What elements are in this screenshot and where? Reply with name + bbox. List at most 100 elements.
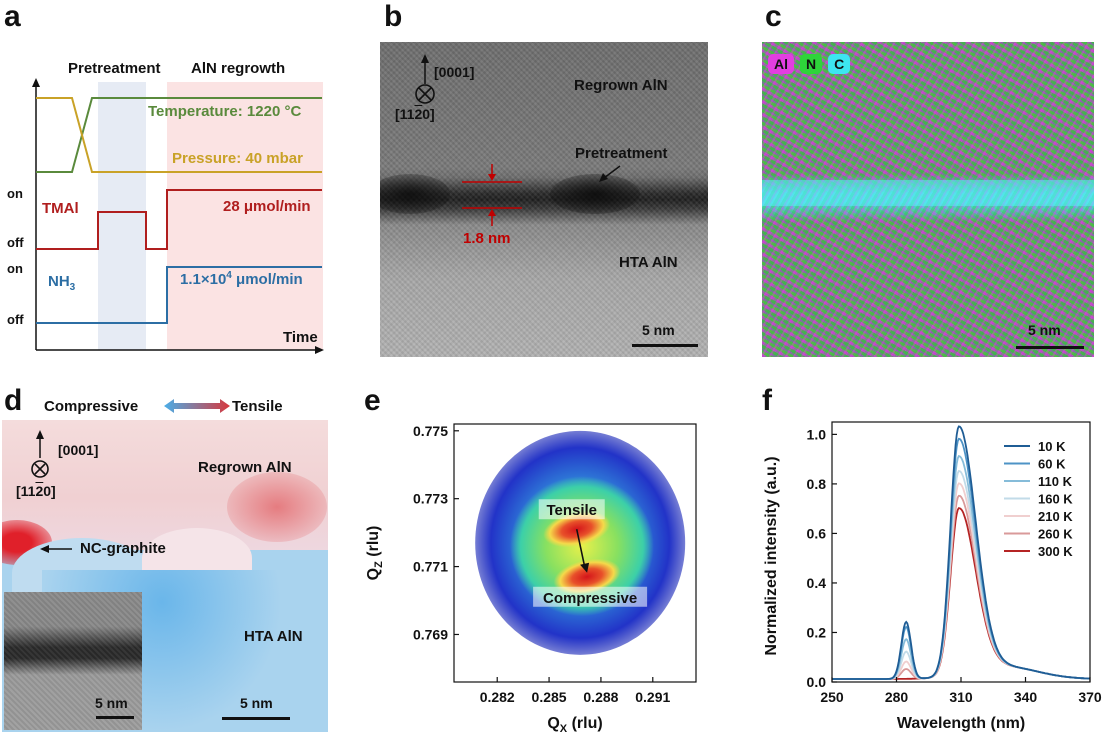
rsm-ytick-label: 0.771 xyxy=(413,559,448,575)
pl-plot-area: 250 280 310 340 370 0.0 0.2 0.4 0.6 0.8 1.0 Wavelen… xyxy=(763,421,1102,732)
d-scale-label: 5 nm xyxy=(240,695,273,711)
tmal-rate-label: 28 μmol/min xyxy=(223,198,311,215)
pl-xtick-label: 370 xyxy=(1078,689,1102,705)
nh3-text: NH xyxy=(48,273,70,290)
rsm-xtick-label: 0.288 xyxy=(583,689,618,705)
pl-legend-label: 110 K xyxy=(1038,474,1073,489)
nh3-rate-prefix: 1.1×10 xyxy=(180,271,227,288)
c-scale-bar xyxy=(1016,346,1084,349)
pretreatment-pointer-head xyxy=(599,173,608,182)
rsm-ytick-label: 0.775 xyxy=(413,423,448,439)
tem-dark-blob-1 xyxy=(550,174,640,214)
rsm-xlabel: QX (rlu) xyxy=(547,715,602,735)
panel-c-letter: c xyxy=(765,0,782,33)
rsm-xtick-label: 0.282 xyxy=(480,689,515,705)
pl-xlabel: Wavelength (nm) xyxy=(897,715,1025,732)
nh3-off-label: off xyxy=(7,312,24,327)
panel-d-letter: d xyxy=(4,384,23,417)
d-direction-in-start: [11 xyxy=(16,483,36,499)
thickness-arrowhead-top xyxy=(488,174,496,181)
rsm-compressive-label: Compressive xyxy=(543,590,637,607)
d-up-arrowhead xyxy=(36,430,44,439)
pl-series-110k xyxy=(832,455,1091,680)
tmal-on-label: on xyxy=(7,186,23,201)
b-up-arrowhead xyxy=(421,54,429,63)
tensile-label-bg xyxy=(538,499,605,520)
pl-ytick-label: 0.0 xyxy=(807,674,827,690)
strain-gradient-arrow xyxy=(164,399,230,413)
nh3-label: NH3 xyxy=(48,273,75,293)
rsm-xtick-label: 0.285 xyxy=(532,689,567,705)
b-regrown-label: Regrown AlN xyxy=(574,77,668,94)
rsm-ylabel: QZ (rlu) xyxy=(366,526,385,581)
rsm-frame xyxy=(453,423,697,683)
legend-n: N xyxy=(800,54,823,74)
d-hta-label: HTA AlN xyxy=(244,628,303,645)
b-direction-up-label: [0001] xyxy=(434,64,475,80)
d-into-page-symbol xyxy=(31,460,49,478)
time-arrowhead xyxy=(315,346,324,354)
strain-legend-arrow xyxy=(164,399,230,413)
tmal-label: TMAl xyxy=(42,200,79,217)
d-direction-in-label: [1120] xyxy=(16,483,56,499)
d-direction-in-end: 0] xyxy=(43,483,56,499)
rsm-peak-compressive xyxy=(553,558,621,595)
pl-xtick-label: 340 xyxy=(1014,689,1038,705)
inset-scale-bar xyxy=(96,716,134,719)
legend-c: C xyxy=(828,54,851,74)
pl-chart: 250 280 310 340 370 0.0 0.2 0.4 0.6 0.8 1.0 Wavelen… xyxy=(763,421,1102,732)
d-regrown-label: Regrown AlN xyxy=(198,459,292,476)
phase-regrowth-label: AlN regrowth xyxy=(191,60,286,77)
rsm-chart: Tensile Compressive 0.282 0.285 0.288 0.291 0.… xyxy=(366,423,697,735)
tensile-legend-label: Tensile xyxy=(232,398,283,415)
legend-al: Al xyxy=(768,54,794,74)
rsm-ytick-label: 0.773 xyxy=(413,491,448,507)
temperature-label: Temperature: 1220 °C xyxy=(148,103,302,120)
strain-overlay xyxy=(31,430,290,720)
b-scale-bar xyxy=(632,344,698,347)
pressure-label: Pressure: 40 mbar xyxy=(172,150,303,167)
pl-ytick-label: 0.2 xyxy=(807,624,827,640)
pl-legend-label: 10 K xyxy=(1038,439,1066,454)
eels-legend: Al N C xyxy=(768,54,851,74)
thickness-label: 1.8 nm xyxy=(463,230,511,247)
nh3-line xyxy=(36,266,322,324)
b-scale-label: 5 nm xyxy=(642,322,675,338)
compressive-legend-label: Compressive xyxy=(44,398,139,415)
inset-scale-label: 5 nm xyxy=(95,695,128,711)
pretreatment-shading xyxy=(98,82,146,350)
time-axis-label: Time xyxy=(283,329,318,346)
strain-map-image xyxy=(2,420,328,732)
b-hta-label: HTA AlN xyxy=(619,254,678,271)
rsm-tensile-label: Tensile xyxy=(546,502,597,519)
tem-image xyxy=(380,42,708,357)
nh3-subscript: 3 xyxy=(69,282,76,293)
compressive-label-bg xyxy=(533,586,648,607)
pl-ytick-label: 0.4 xyxy=(807,575,827,591)
c-scale-label: 5 nm xyxy=(1028,322,1061,338)
b-pretreatment-label: Pretreatment xyxy=(575,145,668,162)
hrtem-inset xyxy=(4,592,142,730)
tem-dark-blob-2 xyxy=(380,174,450,214)
d-scale-bar xyxy=(222,717,290,720)
d-direction-up-label: [0001] xyxy=(58,442,99,458)
carbon-band xyxy=(762,180,1094,206)
b-direction-in-end: 0] xyxy=(422,106,435,122)
pl-xtick-label: 280 xyxy=(885,689,909,705)
nh3-rate-exponent: 4 xyxy=(226,270,232,281)
rsm-ytick-label: 0.769 xyxy=(413,626,448,642)
tem-overlay xyxy=(415,54,698,347)
regrowth-shading xyxy=(167,82,323,350)
pretreatment-pointer xyxy=(603,165,621,179)
nh3-on-label: on xyxy=(7,261,23,276)
y-arrowhead xyxy=(32,78,40,87)
pl-legend-label: 300 K xyxy=(1038,544,1073,559)
rsm-plot-area: Tensile Compressive 0.282 0.285 0.288 0.291 0.… xyxy=(366,423,697,735)
rsm-strain-arrow xyxy=(575,529,586,569)
d-cross-2 xyxy=(34,463,46,475)
nh3-rate-label: 1.1×104 μmol/min xyxy=(180,270,303,288)
b-direction-in-start: [11 xyxy=(395,106,415,122)
b-into-page-symbol xyxy=(415,84,435,104)
pl-series-10k xyxy=(832,425,1091,680)
pressure-line xyxy=(36,97,322,173)
